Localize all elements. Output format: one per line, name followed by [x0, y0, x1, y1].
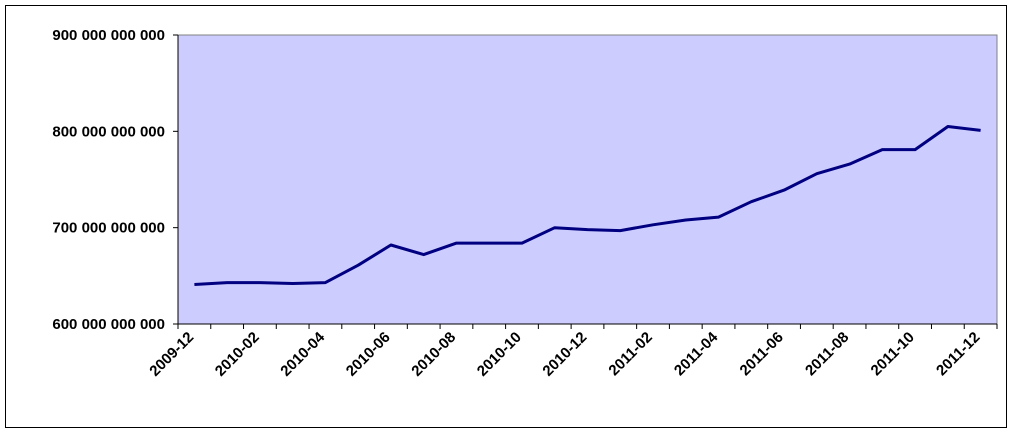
y-tick-label: 800 000 000 000: [52, 123, 165, 140]
y-tick-label: 900 000 000 000: [52, 27, 165, 44]
y-tick-label: 600 000 000 000: [52, 316, 165, 333]
plot-area: [177, 34, 998, 325]
data-line: [194, 125, 981, 286]
y-tick-label: 700 000 000 000: [52, 220, 165, 237]
